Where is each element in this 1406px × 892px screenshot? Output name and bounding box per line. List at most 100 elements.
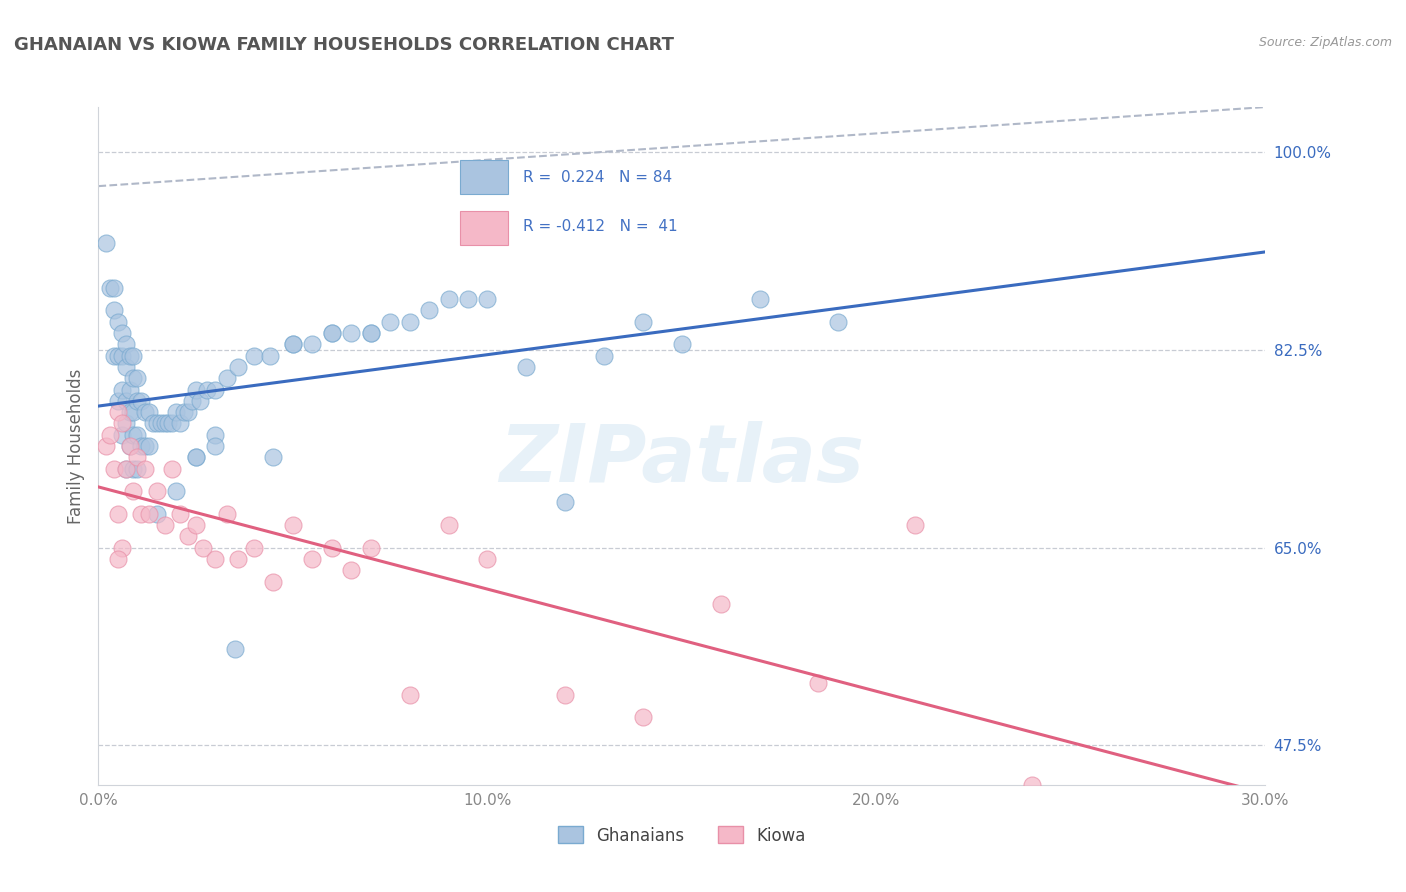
Point xyxy=(111,326,134,340)
Point xyxy=(177,405,200,419)
Point xyxy=(710,597,733,611)
Point xyxy=(180,393,202,408)
Point xyxy=(122,427,145,442)
Point xyxy=(184,450,207,465)
Point xyxy=(107,507,129,521)
Point xyxy=(107,393,129,408)
Point xyxy=(188,393,211,408)
Point xyxy=(96,439,118,453)
Point xyxy=(340,563,363,577)
Point xyxy=(184,383,207,397)
Point xyxy=(138,507,160,521)
Point xyxy=(262,450,284,465)
Point xyxy=(118,383,141,397)
Point xyxy=(114,417,136,431)
Point xyxy=(118,439,141,453)
Point xyxy=(122,371,145,385)
Point xyxy=(122,461,145,475)
Text: GHANAIAN VS KIOWA FAMILY HOUSEHOLDS CORRELATION CHART: GHANAIAN VS KIOWA FAMILY HOUSEHOLDS CORR… xyxy=(14,36,673,54)
Point xyxy=(98,281,121,295)
Point xyxy=(169,507,191,521)
Point xyxy=(122,349,145,363)
Point xyxy=(118,405,141,419)
Point xyxy=(477,552,499,566)
Point xyxy=(228,552,250,566)
Point xyxy=(301,552,323,566)
Point xyxy=(457,292,479,306)
Point xyxy=(281,337,304,351)
Point xyxy=(321,326,343,340)
Point xyxy=(107,552,129,566)
Point xyxy=(807,676,830,690)
Point xyxy=(204,427,226,442)
Point xyxy=(127,427,149,442)
Point xyxy=(153,417,176,431)
Point xyxy=(243,349,266,363)
Point xyxy=(129,393,152,408)
Point xyxy=(107,349,129,363)
Point xyxy=(340,326,363,340)
Y-axis label: Family Households: Family Households xyxy=(66,368,84,524)
Point xyxy=(111,417,134,431)
Point xyxy=(162,417,184,431)
Point xyxy=(554,495,576,509)
Point xyxy=(904,518,927,533)
Point xyxy=(593,349,616,363)
Point xyxy=(122,405,145,419)
Point xyxy=(103,303,125,318)
Point xyxy=(827,315,849,329)
Point xyxy=(184,518,207,533)
Point xyxy=(157,417,180,431)
Point xyxy=(360,326,382,340)
Point xyxy=(127,450,149,465)
Point xyxy=(554,688,576,702)
Point xyxy=(224,642,246,657)
Point xyxy=(360,541,382,555)
Point xyxy=(173,405,195,419)
Point xyxy=(204,383,226,397)
Point xyxy=(114,393,136,408)
Point xyxy=(107,405,129,419)
Point xyxy=(184,450,207,465)
Point xyxy=(631,315,654,329)
Point xyxy=(195,383,218,397)
Point xyxy=(134,461,156,475)
Point xyxy=(1021,778,1043,792)
Point xyxy=(134,405,156,419)
Point xyxy=(281,518,304,533)
Point xyxy=(134,439,156,453)
Point xyxy=(118,439,141,453)
Point xyxy=(259,349,281,363)
Point xyxy=(127,371,149,385)
Point xyxy=(262,574,284,589)
Point xyxy=(138,405,160,419)
Point xyxy=(671,337,693,351)
Point xyxy=(111,383,134,397)
Point xyxy=(418,303,440,318)
Point xyxy=(138,439,160,453)
Point xyxy=(243,541,266,555)
Point xyxy=(321,326,343,340)
Point xyxy=(103,349,125,363)
Point xyxy=(204,552,226,566)
Point xyxy=(162,461,184,475)
Point xyxy=(165,484,187,499)
Point xyxy=(204,439,226,453)
Point xyxy=(98,427,121,442)
Point xyxy=(122,484,145,499)
Point xyxy=(103,281,125,295)
Legend: Ghanaians, Kiowa: Ghanaians, Kiowa xyxy=(551,820,813,851)
Point xyxy=(127,393,149,408)
Point xyxy=(301,337,323,351)
Point xyxy=(215,507,238,521)
Text: ZIPatlas: ZIPatlas xyxy=(499,420,865,499)
Point xyxy=(146,417,169,431)
Point xyxy=(103,461,125,475)
Point xyxy=(111,349,134,363)
Point xyxy=(111,541,134,555)
Point xyxy=(165,405,187,419)
Point xyxy=(153,518,176,533)
Point xyxy=(129,507,152,521)
Point xyxy=(169,417,191,431)
Text: Source: ZipAtlas.com: Source: ZipAtlas.com xyxy=(1258,36,1392,49)
